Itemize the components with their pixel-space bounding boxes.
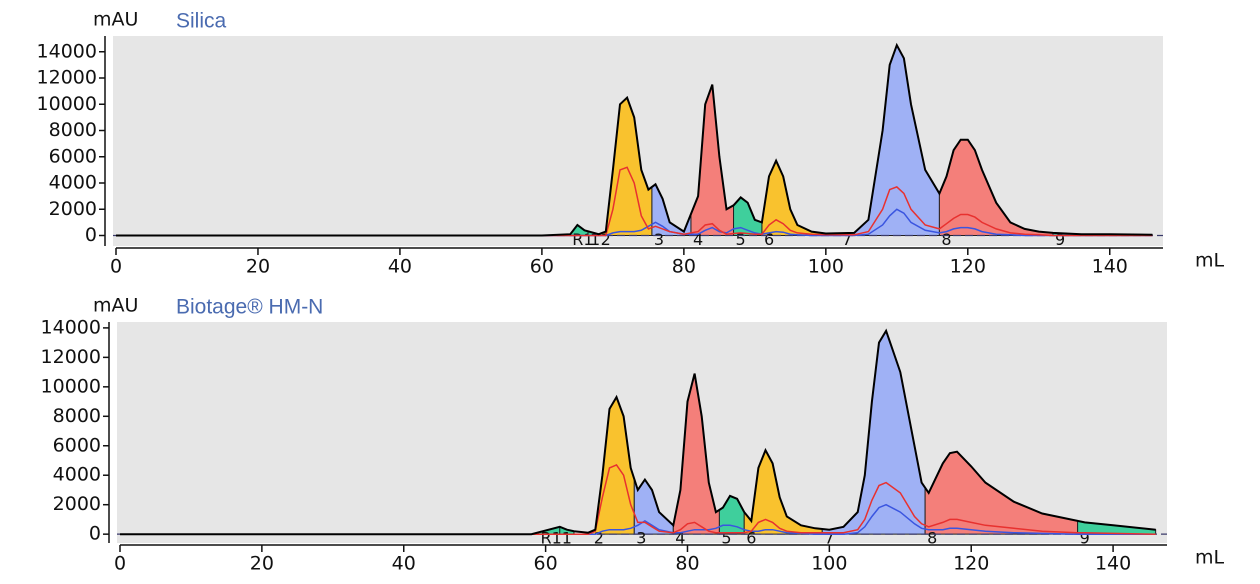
fraction-label: 8 [941, 230, 951, 249]
x-tick-label: 80 [672, 256, 696, 278]
y-tick-label: 4000 [49, 172, 97, 194]
y-tick-label: 10000 [41, 375, 101, 397]
x-tick-label: 0 [114, 553, 126, 575]
x-tick-label: 40 [392, 553, 416, 575]
panel-title: Biotage® HM-N [176, 296, 323, 319]
x-tick-label: 80 [675, 553, 699, 575]
y-tick-label: 4000 [53, 464, 101, 486]
x-tick-label: 20 [250, 553, 274, 575]
y-tick-label: 14000 [41, 316, 101, 338]
fraction-label: 6 [746, 529, 756, 548]
y-tick-label: 6000 [53, 434, 101, 456]
y-tick-label: 6000 [49, 145, 97, 167]
fraction-label: 5 [721, 529, 731, 548]
fraction-label: 9 [1080, 529, 1090, 548]
y-axis-label: mAU [93, 9, 138, 31]
wavelength-trace [116, 166, 1153, 237]
total-trace [120, 328, 1156, 536]
y-tick-label: 14000 [37, 40, 97, 62]
x-tick-label: 20 [246, 256, 270, 278]
wavelength-trace [120, 463, 1156, 535]
fraction-label: 1 [562, 529, 572, 548]
y-tick-label: 8000 [49, 119, 97, 141]
fraction-label: 9 [1055, 230, 1065, 249]
y-axis-label: mAU [93, 295, 138, 317]
fraction-label: R1 [541, 529, 562, 548]
y-tick-label: 10000 [37, 93, 97, 115]
y-tick-label: 0 [89, 523, 101, 545]
x-axis-label: mL [1195, 250, 1225, 272]
fraction-label: 6 [764, 230, 774, 249]
fraction-label: 5 [736, 230, 746, 249]
x-tick-label: 120 [953, 553, 989, 575]
x-tick-label: 140 [1092, 256, 1128, 278]
x-axis-label: mL [1195, 547, 1225, 569]
fraction-label: 3 [636, 529, 646, 548]
fraction-label: 1 [590, 230, 600, 249]
fraction-label: 7 [824, 529, 834, 548]
x-tick-label: 0 [110, 256, 122, 278]
x-tick-label: 60 [534, 553, 558, 575]
total-trace [116, 42, 1153, 237]
fraction-label: 2 [594, 529, 604, 548]
panel-title: Silica [176, 10, 227, 33]
y-tick-label: 12000 [41, 346, 101, 368]
fraction-label: 4 [675, 529, 685, 548]
x-tick-label: 100 [808, 256, 844, 278]
fraction-label: 3 [654, 230, 664, 249]
y-tick-label: 12000 [37, 67, 97, 89]
wavelength-trace [116, 208, 1153, 237]
x-tick-label: 100 [811, 553, 847, 575]
fraction-label: 7 [842, 230, 852, 249]
x-tick-label: 60 [530, 256, 554, 278]
x-tick-label: 140 [1095, 553, 1131, 575]
y-tick-label: 8000 [53, 405, 101, 427]
x-tick-label: 120 [950, 256, 986, 278]
fraction-label: 2 [601, 230, 611, 249]
fraction-label: 4 [693, 230, 703, 249]
x-tick-label: 40 [388, 256, 412, 278]
y-tick-label: 2000 [49, 198, 97, 220]
fraction-label: 8 [927, 529, 937, 548]
wavelength-trace [120, 503, 1156, 535]
y-tick-label: 2000 [53, 493, 101, 515]
y-tick-label: 0 [85, 224, 97, 246]
